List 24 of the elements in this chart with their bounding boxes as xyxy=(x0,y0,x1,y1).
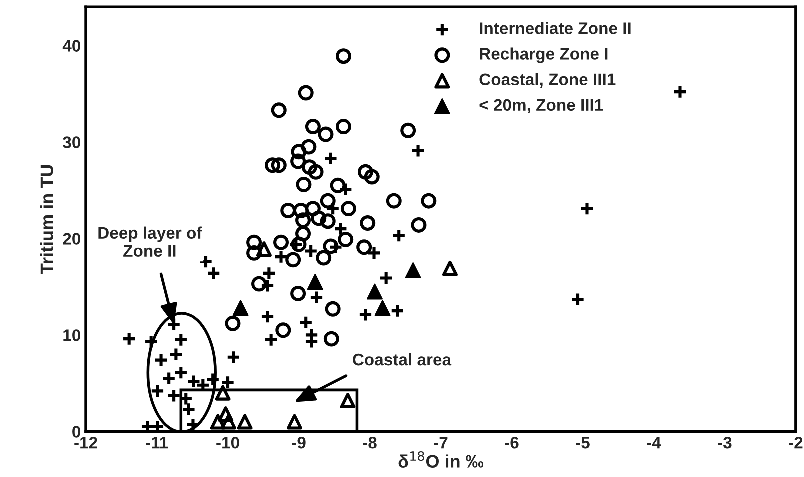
y-tick-label: 0 xyxy=(72,426,80,438)
x-tick-label: -10 xyxy=(216,436,240,449)
x-tick-label: -2 xyxy=(789,436,803,449)
x-tick-label: -5 xyxy=(576,437,590,449)
legend-label: < 20m, Zone III1 xyxy=(480,99,604,114)
annotation: Deep layer of Zone II xyxy=(98,226,202,257)
x-tick-label: -7 xyxy=(434,437,448,449)
annotation: Coastal area xyxy=(353,353,452,366)
x-axis-title: δ$^{18}$O in ‰ xyxy=(398,452,484,468)
y-tick-label: 40 xyxy=(62,40,80,52)
legend-label: Coastal, Zone III1 xyxy=(480,73,616,88)
x-tick-label: -12 xyxy=(74,436,98,449)
x-tick-label: -4 xyxy=(647,437,662,449)
x-tick-label: -6 xyxy=(505,436,519,449)
x-tick-label: -11 xyxy=(146,437,168,449)
legend-label: Recharge Zone I xyxy=(480,48,608,64)
y-tick-label: 10 xyxy=(64,330,80,342)
y-tick-label: 20 xyxy=(63,233,80,245)
x-tick-label: -3 xyxy=(718,436,732,449)
x-tick-label: -8 xyxy=(363,436,377,449)
legend-label: Internediate Zone II xyxy=(480,22,631,34)
y-tick-label: 30 xyxy=(63,136,80,148)
y-axis-title: Tritium in TU xyxy=(40,165,54,274)
x-tick-label: -9 xyxy=(292,436,306,449)
